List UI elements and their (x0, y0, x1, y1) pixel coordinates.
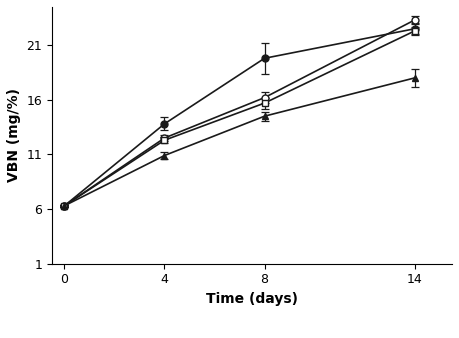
Y-axis label: VBN (mg/%): VBN (mg/%) (7, 88, 21, 182)
Legend: Control, T1, T2, T3: Control, T1, T2, T3 (133, 336, 371, 338)
X-axis label: Time (days): Time (days) (206, 292, 298, 306)
